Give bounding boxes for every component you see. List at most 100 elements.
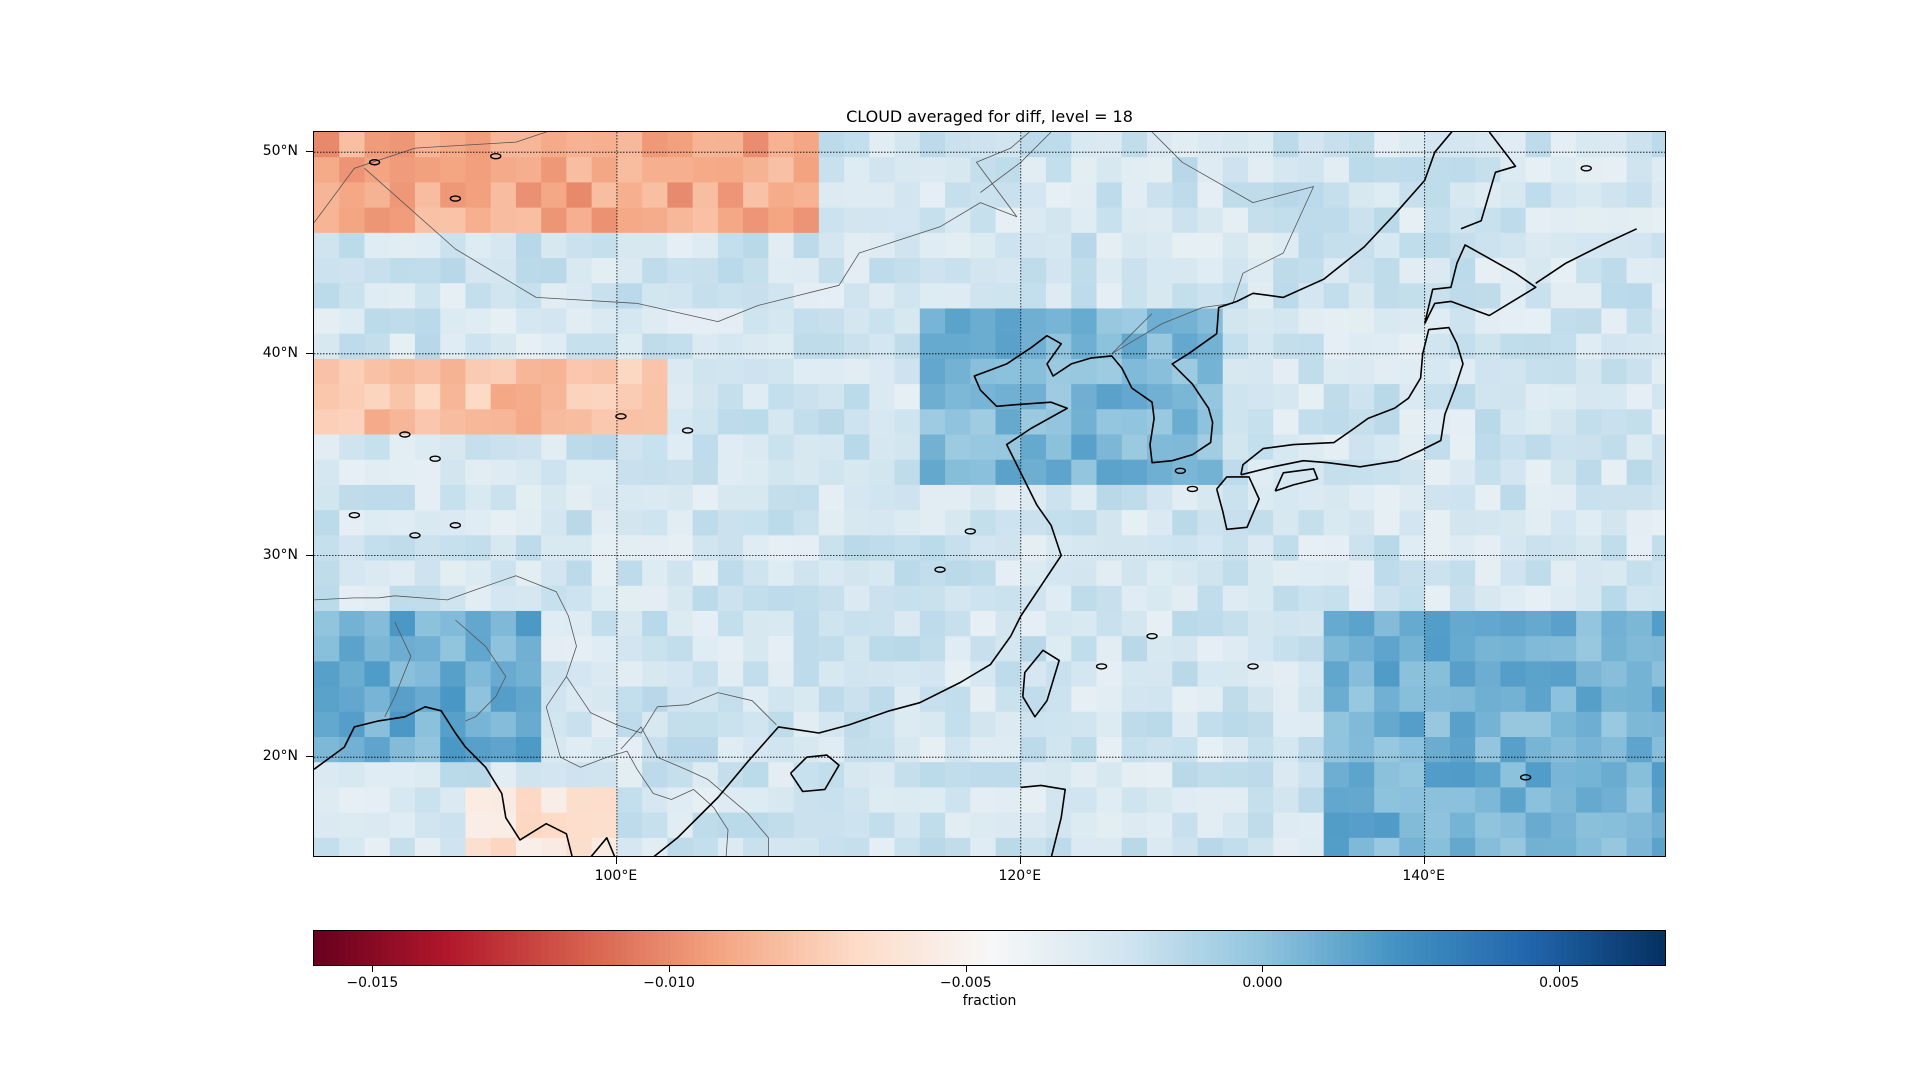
- field-cell: [541, 182, 567, 209]
- field-cell: [642, 510, 668, 536]
- colorbar-segment: [621, 931, 628, 965]
- lake-or-island: [429, 455, 441, 462]
- field-cell: [1172, 510, 1198, 536]
- field-cell: [1222, 182, 1249, 209]
- colorbar-segment: [823, 931, 831, 965]
- field-cell: [1222, 409, 1249, 435]
- field-cell: [1525, 434, 1552, 461]
- field-cell: [1424, 636, 1451, 662]
- field-cell: [1247, 484, 1274, 511]
- field-cell: [389, 358, 416, 385]
- colorbar-segment: [1388, 931, 1396, 965]
- field-cell: [1020, 610, 1047, 637]
- field-cell: [869, 535, 896, 562]
- colorbar-segment: [1204, 931, 1212, 965]
- field-cell: [314, 610, 340, 637]
- field-cell: [339, 610, 365, 637]
- field-cell: [1449, 258, 1476, 284]
- field-cell: [541, 535, 567, 562]
- field-cell: [869, 333, 896, 360]
- field-cell: [692, 484, 719, 511]
- field-cell: [717, 182, 744, 209]
- field-cell: [1651, 661, 1665, 688]
- field-cell: [1424, 434, 1451, 461]
- colorbar-segment: [928, 931, 935, 965]
- field-cell: [490, 535, 517, 562]
- field-cell: [1298, 661, 1325, 688]
- field-cell: [768, 484, 795, 511]
- field-cell: [1298, 333, 1325, 360]
- field-cell: [566, 182, 593, 209]
- field-cell: [1222, 232, 1249, 259]
- field-cell: [970, 157, 997, 183]
- colorbar-segment: [1437, 931, 1445, 965]
- field-cell: [793, 333, 820, 360]
- field-cell: [793, 409, 820, 435]
- field-cell: [894, 409, 921, 435]
- field-cell: [339, 182, 365, 209]
- field-cell: [1374, 157, 1400, 183]
- field-cell: [616, 560, 643, 587]
- field-cell: [919, 610, 946, 637]
- field-cell: [818, 686, 845, 713]
- field-cell: [339, 787, 365, 814]
- colorbar-segment: [731, 931, 739, 965]
- field-cell: [1424, 812, 1451, 839]
- field-cell: [1374, 384, 1400, 410]
- field-cell: [465, 358, 492, 385]
- field-cell: [1348, 132, 1375, 158]
- field-cell: [1172, 787, 1198, 814]
- field-cell: [1323, 132, 1350, 158]
- field-cell: [743, 585, 769, 612]
- field-cell: [1323, 157, 1350, 183]
- field-cell: [995, 333, 1022, 360]
- field-cell: [490, 358, 517, 385]
- field-cell: [970, 232, 997, 259]
- field-cell: [1399, 510, 1426, 536]
- field-cell: [1197, 737, 1224, 763]
- field-cell: [743, 308, 769, 335]
- field-cell: [919, 258, 946, 284]
- field-cell: [1475, 258, 1501, 284]
- field-cell: [1550, 459, 1577, 486]
- field-cell: [642, 384, 668, 410]
- field-cell: [1172, 762, 1198, 788]
- field-cell: [743, 182, 769, 209]
- field-cell: [1475, 837, 1501, 856]
- field-cell: [642, 812, 668, 839]
- field-cell: [339, 737, 365, 763]
- field-cell: [1424, 510, 1451, 536]
- field-cell: [844, 560, 870, 587]
- field-cell: [314, 837, 340, 856]
- colorbar-segment: [983, 931, 991, 965]
- field-cell: [1348, 737, 1375, 763]
- field-cell: [642, 409, 668, 435]
- field-cell: [768, 258, 795, 284]
- field-cell: [919, 686, 946, 713]
- colorbar-segment: [1450, 931, 1457, 965]
- field-cell: [793, 484, 820, 511]
- field-cell: [1475, 812, 1501, 839]
- field-cell: [1147, 711, 1173, 738]
- field-cell: [1374, 560, 1400, 587]
- field-cell: [1576, 283, 1602, 309]
- field-cell: [793, 232, 820, 259]
- field-cell: [1323, 787, 1350, 814]
- field-cell: [515, 661, 542, 688]
- field-cell: [1374, 308, 1400, 335]
- field-cell: [642, 283, 668, 309]
- field-cell: [1525, 560, 1552, 587]
- field-cell: [616, 711, 643, 738]
- colorbar-segment: [725, 931, 733, 965]
- field-cell: [414, 737, 441, 763]
- field-cell: [667, 510, 694, 536]
- field-cell: [995, 787, 1022, 814]
- field-cell: [1424, 610, 1451, 637]
- field-cell: [995, 510, 1022, 536]
- field-cell: [743, 711, 769, 738]
- field-cell: [1172, 384, 1198, 410]
- field-cell: [1449, 535, 1476, 562]
- field-cell: [515, 484, 542, 511]
- field-cell: [1576, 207, 1602, 234]
- field-cell: [1147, 510, 1173, 536]
